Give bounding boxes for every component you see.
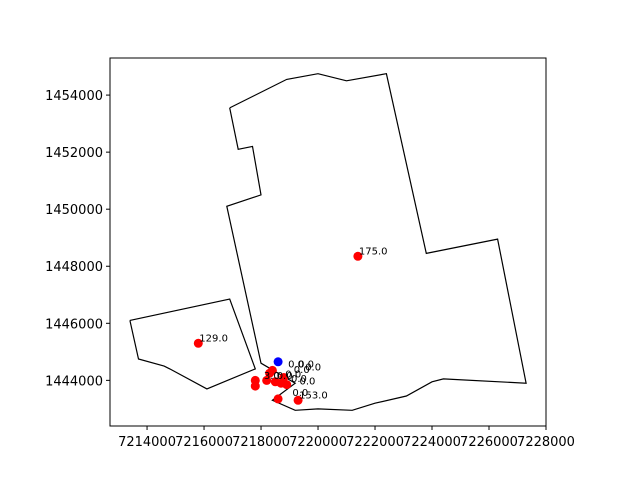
data-point-1 [193, 338, 203, 348]
data-point-7 [262, 375, 272, 385]
x-tick-label: 7216000 [175, 435, 233, 450]
y-tick-label: 1454000 [45, 89, 103, 104]
cluster-label-1: 0.0 [298, 360, 314, 371]
y-tick-label: 1446000 [45, 317, 103, 332]
data-label: 153.0 [299, 390, 328, 401]
data-label: 175.0 [359, 246, 388, 257]
axes-frame [109, 57, 547, 427]
cluster-label-2: 0.0 [294, 365, 310, 376]
cluster-label-5: 3.0 [264, 371, 280, 382]
cluster-label-9: 0.0 [292, 388, 308, 399]
cluster-label-0: 0.0 [288, 360, 304, 371]
data-point-12 [282, 380, 292, 390]
data-point-10 [279, 373, 289, 382]
x-axis: 7214000 7216000 7218000 7220000 7222000 72240… [118, 426, 575, 450]
cluster-label-8: 0.0 [300, 377, 316, 388]
x-tick-label: 7218000 [232, 435, 290, 450]
cluster-label-4: 0.0 [305, 362, 321, 373]
data-point-3 [273, 394, 283, 404]
x-tick-label: 7214000 [118, 435, 176, 450]
cluster-label-3: 0.0 [285, 370, 301, 381]
cluster-label-7: 0.0 [291, 374, 307, 385]
data-label: 129.0 [199, 333, 228, 344]
y-tick-label: 1450000 [45, 203, 103, 218]
cluster-label-6: 0.0 [277, 371, 293, 382]
y-tick-label: 1444000 [45, 374, 103, 389]
plot-area: 175.0129.0153.00.00.00.00.00.03.00.00.00… [129, 73, 527, 411]
boundary-layer [129, 73, 527, 411]
y-axis: 1444000 1446000 1448000 1450000 1452000 14540… [45, 89, 110, 389]
data-point-11 [267, 365, 277, 375]
data-point-2 [293, 395, 303, 405]
points-layer [193, 251, 363, 405]
data-point-0 [353, 251, 363, 261]
x-tick-label: 7222000 [346, 435, 404, 450]
boundary-polygon-0 [226, 73, 527, 411]
boundary-polygon-1 [129, 298, 257, 390]
highlight-point-0 [273, 357, 283, 367]
x-tick-label: 7228000 [517, 435, 575, 450]
x-tick-label: 7224000 [403, 435, 461, 450]
data-point-5 [250, 381, 260, 391]
y-tick-label: 1448000 [45, 260, 103, 275]
x-tick-label: 7226000 [460, 435, 518, 450]
y-tick-label: 1452000 [45, 146, 103, 161]
data-labels-layer: 175.0129.0153.00.00.00.00.00.03.00.00.00… [199, 246, 387, 401]
x-tick-label: 7220000 [289, 435, 347, 450]
